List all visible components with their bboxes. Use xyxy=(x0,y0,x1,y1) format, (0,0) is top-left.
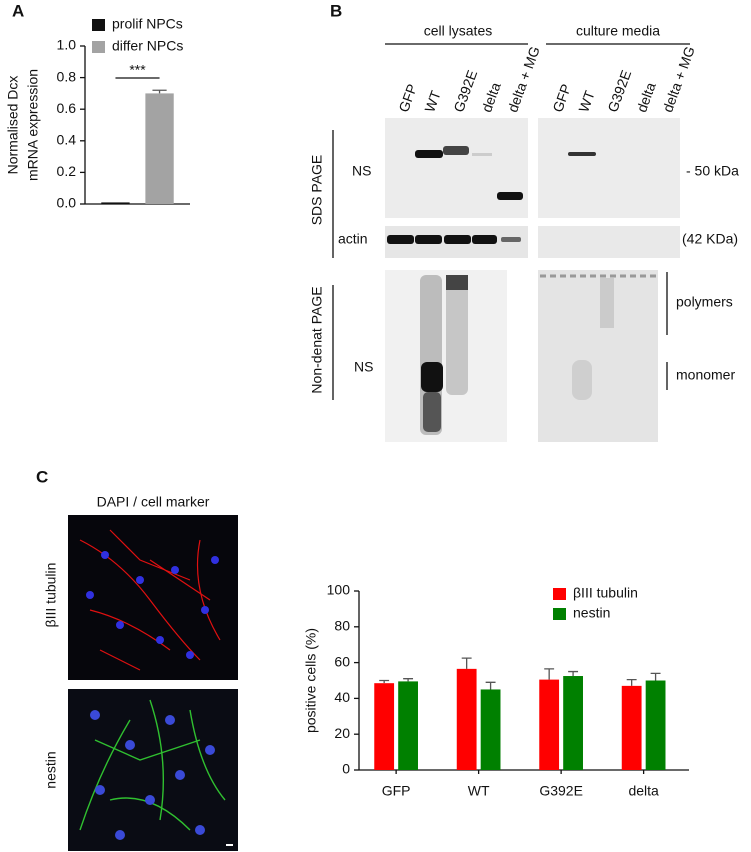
micrographs: DAPI / cell marker βIII tubulin nestin xyxy=(43,494,238,851)
y-tick-label: 0.0 xyxy=(57,195,77,211)
error-bar xyxy=(461,657,472,669)
error-bar xyxy=(544,668,555,680)
micrograph-title: DAPI / cell marker xyxy=(97,494,210,510)
bar xyxy=(621,685,642,770)
legend-label: nestin xyxy=(573,605,610,621)
error-bar xyxy=(650,672,661,681)
group-label: cell lysates xyxy=(424,23,492,39)
x-tick-label: GFP xyxy=(382,783,411,799)
row-label: βIII tubulin xyxy=(43,563,59,628)
lane-label: WT xyxy=(575,88,598,114)
y-tick-label: 80 xyxy=(334,618,350,634)
lane-label: delta xyxy=(633,80,658,114)
lane-label: G392E xyxy=(450,68,480,114)
bar xyxy=(145,93,174,204)
gel-label: Non-denat PAGE xyxy=(309,286,325,393)
y-axis-label: positive cells (%) xyxy=(303,628,319,733)
x-tick-label: WT xyxy=(468,783,490,799)
error-bar xyxy=(152,89,167,94)
panel-label: A xyxy=(12,1,24,20)
lane-label: WT xyxy=(421,88,444,114)
lane-label: delta xyxy=(478,80,503,114)
bar xyxy=(539,679,560,770)
lane-label: GFP xyxy=(549,82,574,115)
legend-swatch xyxy=(553,608,566,620)
lane-label: delta + MG xyxy=(504,44,543,114)
lane-label: delta + MG xyxy=(659,44,698,114)
group-label: culture media xyxy=(576,23,660,39)
bar xyxy=(398,681,418,770)
error-bar xyxy=(485,681,496,690)
y-axis-label: mRNA expression xyxy=(25,69,41,181)
gel-panel xyxy=(538,226,680,258)
gel-panel xyxy=(538,270,658,442)
y-tick-label: 0.8 xyxy=(57,68,77,84)
legend-swatch xyxy=(553,588,566,600)
y-tick-label: 0 xyxy=(342,761,350,777)
micrograph xyxy=(68,515,238,680)
error-bar xyxy=(568,670,579,677)
bar xyxy=(563,676,583,770)
legend-label: prolif NPCs xyxy=(112,16,183,32)
y-axis-label: Normalised Dcx xyxy=(5,76,21,175)
y-tick-label: 100 xyxy=(327,582,351,598)
error-bar xyxy=(379,679,390,684)
error-bar xyxy=(403,678,414,682)
legend-swatch xyxy=(92,41,105,53)
lane-label: G392E xyxy=(604,68,634,114)
marker-label: (42 KDa) xyxy=(682,231,738,247)
y-tick-label: 20 xyxy=(334,725,350,741)
nuclei xyxy=(86,551,219,659)
row-label: nestin xyxy=(43,751,59,788)
y-tick-label: 0.6 xyxy=(57,100,77,116)
y-tick-label: 0.4 xyxy=(57,132,77,148)
blot-label: actin xyxy=(338,231,368,247)
bar xyxy=(456,668,477,770)
y-tick-label: 1.0 xyxy=(57,37,77,53)
x-tick-label: delta xyxy=(628,783,659,799)
bar xyxy=(101,202,130,204)
x-tick-label: G392E xyxy=(539,783,583,799)
bar xyxy=(480,689,501,770)
legend-swatch xyxy=(92,19,105,31)
panel-label: C xyxy=(36,467,48,486)
blot-label: NS xyxy=(354,359,373,375)
bands xyxy=(387,146,656,435)
gel-panel xyxy=(385,118,528,218)
error-bar xyxy=(626,678,637,686)
legend-label: differ NPCs xyxy=(112,38,183,54)
y-tick-label: 40 xyxy=(334,689,350,705)
gel-label: SDS PAGE xyxy=(309,155,325,226)
blot-label: NS xyxy=(352,163,371,179)
bar xyxy=(645,680,666,770)
y-tick-label: 60 xyxy=(334,653,350,669)
panel-label: B xyxy=(330,1,342,20)
nuclei xyxy=(90,710,215,840)
band-label: polymers xyxy=(676,294,733,310)
gel-panel xyxy=(538,118,680,218)
y-tick-label: 0.2 xyxy=(57,163,77,179)
lane-label: GFP xyxy=(395,82,420,115)
legend-label: βIII tubulin xyxy=(573,585,638,601)
significance-label: *** xyxy=(129,62,146,78)
western-blot: cell lysates culture media xyxy=(309,23,739,442)
bar xyxy=(374,683,395,770)
marker-label: - 50 kDa xyxy=(686,163,739,179)
band-label: monomer xyxy=(676,367,735,383)
